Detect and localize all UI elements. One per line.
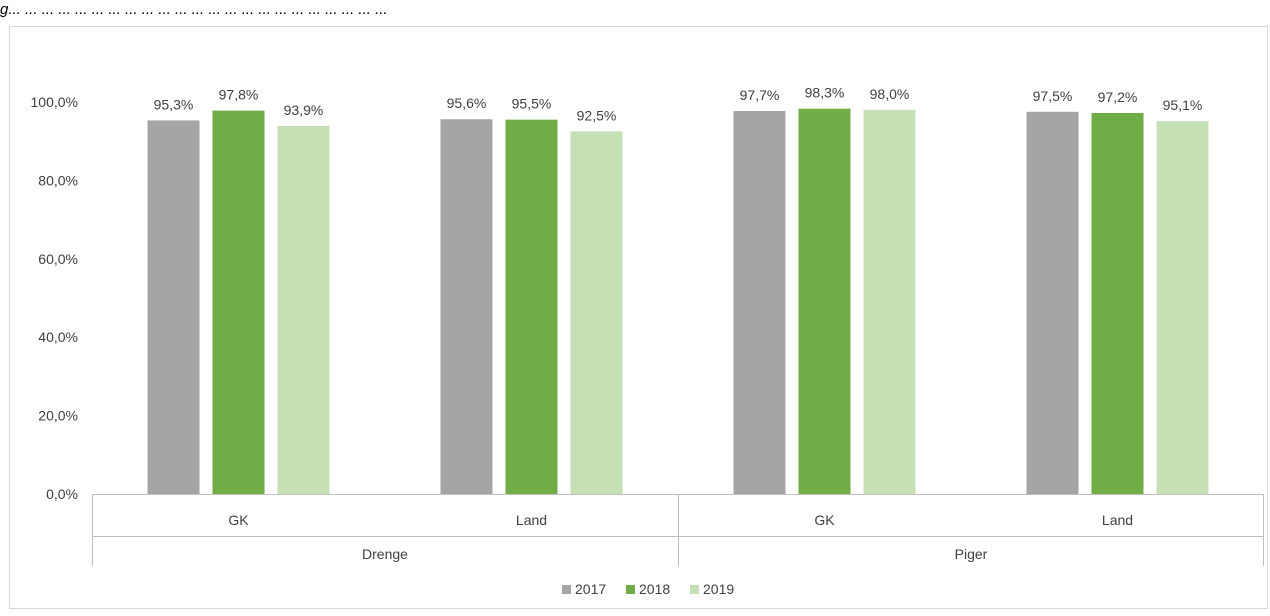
x-tick-label: Land <box>1102 512 1133 528</box>
data-label: 95,6% <box>447 95 487 111</box>
data-label: 97,2% <box>1098 89 1138 105</box>
y-axis: 0,0% 20,0% 40,0% 60,0% 80,0% 100,0% <box>31 94 78 502</box>
x-group-label: Drenge <box>362 546 408 562</box>
figure-caption: g... ... ... ... ... ... ... ... ... ...… <box>0 1 388 18</box>
data-label: 92,5% <box>577 107 617 123</box>
bars <box>147 108 1209 495</box>
bar-2017 <box>440 119 493 495</box>
bar-2019 <box>1156 121 1209 494</box>
bar-2018 <box>505 119 558 494</box>
y-tick-label: 80,0% <box>38 172 78 188</box>
x-tick-label: GK <box>814 512 835 528</box>
y-tick-label: 0,0% <box>46 486 78 502</box>
chart-border <box>9 26 1268 609</box>
x-group-label: Piger <box>955 546 988 562</box>
data-labels: 95,3% 95,6% 97,7% 97,5% 97,8% 95,5% 98,3% 97,2%… <box>154 85 1203 124</box>
data-label: 97,7% <box>740 87 780 103</box>
legend-swatch-2018 <box>626 585 635 594</box>
bar-2018 <box>212 110 265 495</box>
data-label: 97,8% <box>219 87 259 103</box>
y-tick-label: 20,0% <box>38 408 78 424</box>
data-label: 97,5% <box>1033 88 1073 104</box>
data-label: 95,5% <box>512 96 552 112</box>
bar-2017 <box>147 120 200 494</box>
legend-swatch-2017 <box>562 585 571 594</box>
bar-2019 <box>863 109 916 494</box>
bar-2019 <box>570 131 623 494</box>
legend-label: 2017 <box>575 581 606 597</box>
x-tick-label: GK <box>228 512 249 528</box>
data-label: 95,1% <box>1163 97 1203 113</box>
x-tick-label: Land <box>516 512 547 528</box>
y-tick-label: 60,0% <box>38 251 78 267</box>
bar-2018 <box>798 108 851 494</box>
legend: 2017 2018 2019 <box>562 581 734 597</box>
y-tick-label: 100,0% <box>31 94 78 110</box>
bar-2019 <box>277 125 330 495</box>
legend-swatch-2019 <box>690 585 699 594</box>
x-axis: GK Land GK Land Drenge Piger <box>92 494 1264 566</box>
data-label: 95,3% <box>154 96 194 112</box>
data-label: 98,0% <box>870 86 910 102</box>
data-label: 93,9% <box>284 102 324 118</box>
data-label: 98,3% <box>805 85 845 101</box>
bar-2017 <box>733 111 786 495</box>
legend-label: 2019 <box>703 581 734 597</box>
legend-label: 2018 <box>639 581 670 597</box>
bar-2017 <box>1026 111 1079 495</box>
y-tick-label: 40,0% <box>38 329 78 345</box>
bar-2018 <box>1091 112 1144 494</box>
